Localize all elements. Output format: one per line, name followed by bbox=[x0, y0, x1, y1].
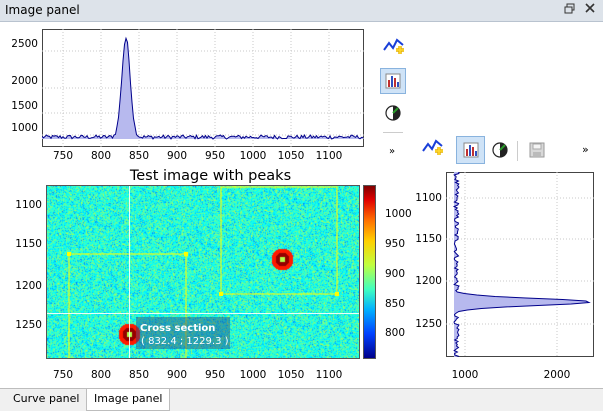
tick-label: 800 bbox=[90, 150, 112, 162]
panel-title: Image panel bbox=[5, 3, 80, 17]
tick-label: 2000 bbox=[11, 75, 38, 87]
heatmap-image bbox=[47, 186, 359, 358]
selection-handle bbox=[335, 292, 339, 296]
tick-label: 1500 bbox=[11, 100, 38, 112]
image-panel: 2500 2000 1500 1000 750 800 850 900 950 1000 1050… bbox=[0, 22, 603, 388]
tick-label: 850 bbox=[385, 298, 406, 310]
tick-label: 1050 bbox=[277, 150, 305, 162]
contrast-icon[interactable] bbox=[380, 100, 406, 126]
histogram-icon[interactable] bbox=[456, 136, 485, 164]
image-canvas[interactable]: Cross section ( 832.4 ; 1229.3 ) bbox=[46, 185, 360, 359]
tick-label: 950 bbox=[204, 150, 226, 162]
tick-label: 1100 bbox=[315, 369, 343, 381]
tick-label: 950 bbox=[204, 369, 226, 381]
restore-window-icon[interactable] bbox=[562, 3, 576, 17]
selection-rectangle bbox=[220, 186, 338, 295]
colorbar bbox=[363, 185, 376, 359]
tick-label: 1200 bbox=[15, 280, 42, 292]
selection-handle bbox=[184, 252, 188, 256]
profile-curve bbox=[42, 36, 363, 140]
y-cross-section-plot[interactable] bbox=[446, 172, 594, 357]
image-title: Test image with peaks bbox=[129, 168, 292, 184]
selection-handle bbox=[219, 292, 223, 296]
close-icon[interactable] bbox=[583, 3, 597, 17]
selection-handle bbox=[67, 252, 71, 256]
toolbar-separator bbox=[517, 141, 518, 161]
tick-label: 1000 bbox=[451, 369, 479, 381]
histogram-icon[interactable] bbox=[380, 68, 406, 94]
tick-label: 950 bbox=[385, 238, 406, 250]
panel-titlebar: Image panel bbox=[0, 0, 603, 22]
x-cross-section-plot[interactable] bbox=[42, 29, 364, 147]
toolbar-separator bbox=[383, 132, 403, 133]
tick-label: 1150 bbox=[415, 233, 442, 245]
tick-label: 800 bbox=[385, 327, 406, 339]
curve-plus-icon[interactable] bbox=[381, 35, 407, 61]
image-overlay: Cross section ( 832.4 ; 1229.3 ) bbox=[47, 186, 359, 358]
tick-label: 1000 bbox=[11, 122, 38, 134]
plot-grid bbox=[446, 172, 594, 357]
panel-tabs: Curve panel Image panel bbox=[0, 388, 603, 411]
tick-label: 1150 bbox=[15, 238, 42, 250]
selection-rectangle bbox=[68, 253, 187, 358]
tick-label: 800 bbox=[90, 369, 112, 381]
tick-label: 1100 bbox=[315, 150, 343, 162]
tick-label: 1250 bbox=[415, 318, 442, 330]
save-icon[interactable] bbox=[524, 137, 550, 163]
annotation-title: Cross section bbox=[140, 323, 215, 334]
tick-label: 1050 bbox=[277, 369, 305, 381]
tick-label: 2000 bbox=[543, 369, 571, 381]
toolbar-overflow-button[interactable]: » bbox=[582, 143, 589, 156]
tick-label: 900 bbox=[166, 150, 188, 162]
tick-label: 900 bbox=[385, 268, 406, 280]
contrast-icon[interactable] bbox=[487, 137, 513, 163]
tick-label: 750 bbox=[52, 150, 74, 162]
tick-label: 1000 bbox=[239, 150, 267, 162]
tick-label: 850 bbox=[128, 369, 150, 381]
tab-curve-panel[interactable]: Curve panel bbox=[13, 392, 80, 405]
tick-label: 2500 bbox=[11, 38, 38, 50]
tick-label: 900 bbox=[166, 369, 188, 381]
annotation-box bbox=[136, 317, 230, 349]
tick-label: 1250 bbox=[15, 319, 42, 331]
tick-label: 1100 bbox=[415, 192, 442, 204]
tick-label: 850 bbox=[128, 150, 150, 162]
profile-area bbox=[42, 38, 364, 139]
tick-label: 1000 bbox=[239, 369, 267, 381]
curve-plus-icon[interactable] bbox=[420, 136, 446, 162]
toolbar-overflow-button[interactable]: » bbox=[389, 146, 396, 157]
tick-label: 1000 bbox=[385, 208, 412, 220]
tick-label: 750 bbox=[52, 369, 74, 381]
tick-label: 1200 bbox=[415, 275, 442, 287]
tab-image-panel[interactable]: Image panel bbox=[86, 389, 171, 411]
profile-curve bbox=[452, 172, 591, 357]
tick-label: 1100 bbox=[15, 199, 42, 211]
annotation-value: ( 832.4 ; 1229.3 ) bbox=[141, 336, 229, 347]
